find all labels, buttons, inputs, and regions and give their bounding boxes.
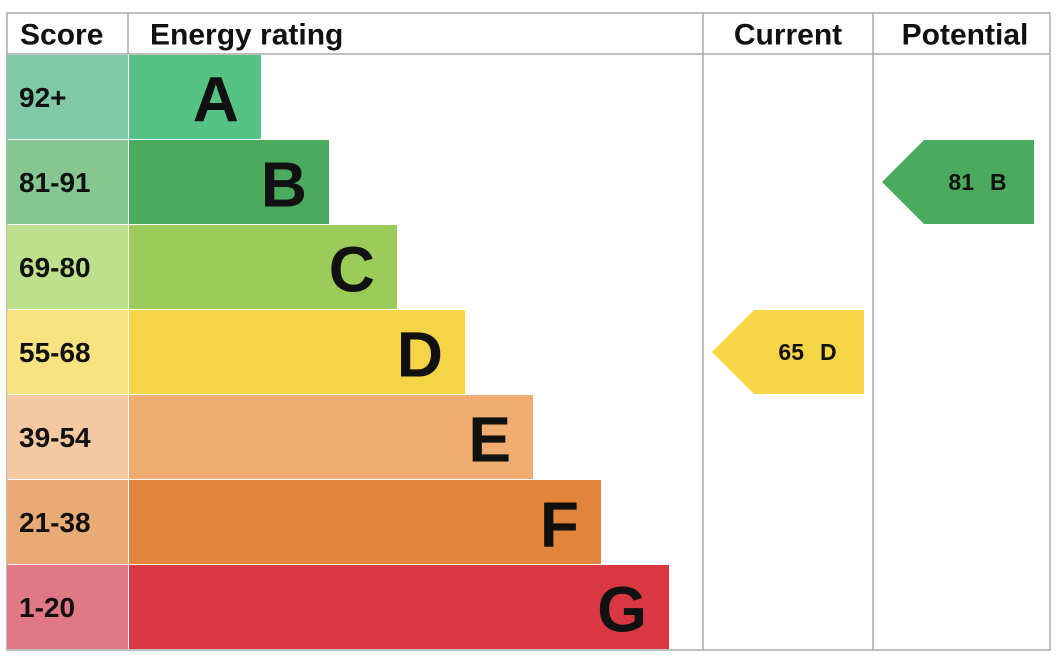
score-cell	[7, 395, 128, 479]
score-range: 21-38	[19, 507, 91, 538]
score-cell	[7, 310, 128, 394]
rating-bar	[129, 480, 601, 564]
rating-letter: F	[540, 489, 579, 561]
score-range: 92+	[19, 82, 67, 113]
score-cell	[7, 565, 128, 649]
score-range: 55-68	[19, 337, 91, 368]
current-score: 65	[778, 339, 804, 365]
potential-arrow	[882, 140, 1034, 224]
score-cell	[7, 480, 128, 564]
score-range: 1-20	[19, 592, 75, 623]
rating-bar	[129, 225, 397, 309]
current-letter: D	[820, 339, 837, 365]
header: Energy rating	[150, 19, 343, 52]
rating-bar	[129, 310, 465, 394]
potential-letter: B	[990, 169, 1007, 195]
rating-letter: A	[193, 64, 239, 136]
rating-bar	[129, 140, 329, 224]
rating-bar	[129, 565, 669, 649]
score-range: 69-80	[19, 252, 91, 283]
header: Current	[734, 19, 842, 52]
rating-letter: C	[329, 234, 375, 306]
potential-score: 81	[948, 169, 974, 195]
rating-letter: E	[468, 404, 511, 476]
score-range: 81-91	[19, 167, 91, 198]
header: Score	[20, 19, 103, 52]
rating-letter: B	[261, 149, 307, 221]
current-arrow	[712, 310, 864, 394]
header: Potential	[902, 19, 1029, 52]
rating-letter: G	[597, 574, 647, 646]
rating-letter: D	[397, 319, 443, 391]
score-cell	[7, 55, 128, 139]
score-range: 39-54	[19, 422, 91, 453]
rating-bar	[129, 395, 533, 479]
score-cell	[7, 140, 128, 224]
rating-bar	[129, 55, 261, 139]
score-cell	[7, 225, 128, 309]
